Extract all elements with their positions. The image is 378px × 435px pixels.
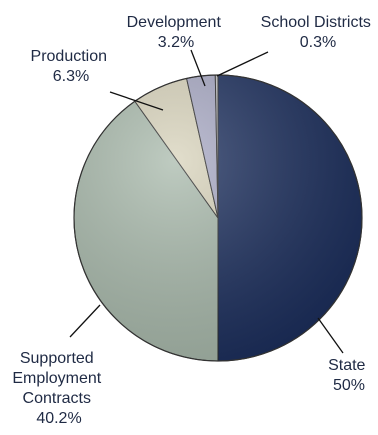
leader-line-state <box>317 317 344 354</box>
label-development: Development 3.2% <box>127 14 226 51</box>
label-production: Production 6.3% <box>31 48 112 85</box>
leader-line-supported-employment <box>69 304 101 338</box>
leader-line-development <box>190 49 206 87</box>
label-school-districts: School Districts 0.3% <box>261 14 376 51</box>
label-supported-employment: Supported Employment Contracts 40.2% <box>12 350 105 427</box>
label-state: State 50% <box>328 357 370 394</box>
leader-line-production <box>109 91 164 111</box>
leader-line-school-districts <box>216 51 269 77</box>
